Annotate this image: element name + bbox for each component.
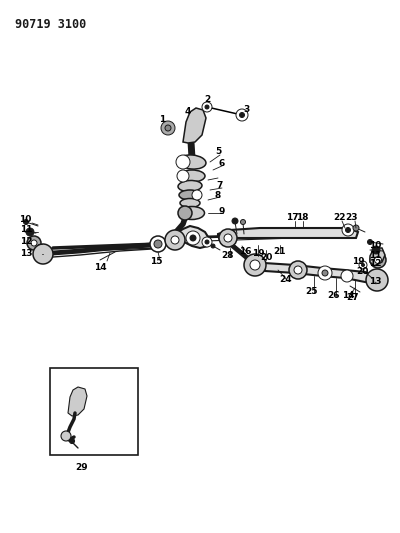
Polygon shape bbox=[218, 228, 358, 240]
Ellipse shape bbox=[180, 198, 200, 207]
Circle shape bbox=[31, 240, 37, 246]
Text: 15: 15 bbox=[150, 257, 162, 266]
Circle shape bbox=[61, 431, 71, 441]
Circle shape bbox=[171, 236, 179, 244]
Text: 10: 10 bbox=[19, 215, 31, 224]
Text: 28: 28 bbox=[222, 251, 234, 260]
Text: 16: 16 bbox=[239, 247, 251, 256]
Text: 27: 27 bbox=[347, 294, 359, 303]
Polygon shape bbox=[183, 108, 206, 143]
Text: 12: 12 bbox=[20, 238, 32, 246]
Ellipse shape bbox=[178, 181, 202, 191]
Circle shape bbox=[240, 112, 244, 117]
Circle shape bbox=[161, 121, 175, 135]
Circle shape bbox=[176, 155, 190, 169]
Text: 3: 3 bbox=[244, 106, 250, 115]
Circle shape bbox=[372, 246, 380, 254]
Text: 1: 1 bbox=[159, 116, 165, 125]
Circle shape bbox=[236, 109, 248, 121]
Circle shape bbox=[362, 263, 364, 266]
Circle shape bbox=[211, 244, 215, 248]
Text: 20: 20 bbox=[260, 254, 272, 262]
Circle shape bbox=[353, 225, 359, 231]
Circle shape bbox=[33, 244, 53, 264]
Circle shape bbox=[289, 261, 307, 279]
Ellipse shape bbox=[179, 190, 201, 200]
Circle shape bbox=[186, 231, 200, 245]
Circle shape bbox=[150, 236, 166, 252]
Circle shape bbox=[70, 439, 74, 443]
Circle shape bbox=[177, 170, 189, 182]
Circle shape bbox=[359, 261, 367, 269]
Text: 22: 22 bbox=[334, 214, 346, 222]
Text: 19: 19 bbox=[252, 248, 264, 257]
Polygon shape bbox=[170, 226, 210, 248]
Circle shape bbox=[318, 266, 332, 280]
Circle shape bbox=[346, 228, 350, 232]
Circle shape bbox=[240, 220, 246, 224]
Circle shape bbox=[24, 220, 28, 224]
Circle shape bbox=[219, 229, 237, 247]
Polygon shape bbox=[370, 248, 385, 266]
Circle shape bbox=[224, 234, 232, 242]
Ellipse shape bbox=[178, 155, 206, 169]
Text: 13: 13 bbox=[20, 249, 32, 259]
Text: 17: 17 bbox=[286, 214, 298, 222]
Circle shape bbox=[232, 218, 238, 224]
Circle shape bbox=[205, 240, 209, 244]
Circle shape bbox=[154, 240, 162, 248]
Circle shape bbox=[192, 190, 202, 200]
Text: 14: 14 bbox=[94, 263, 106, 272]
Circle shape bbox=[27, 236, 41, 250]
Text: 23: 23 bbox=[346, 214, 358, 222]
Circle shape bbox=[370, 252, 386, 268]
Text: 10: 10 bbox=[369, 241, 381, 251]
Circle shape bbox=[342, 224, 354, 236]
Text: 18: 18 bbox=[296, 214, 308, 222]
Text: 8: 8 bbox=[215, 191, 221, 200]
Circle shape bbox=[322, 270, 328, 276]
Text: 6: 6 bbox=[219, 159, 225, 168]
Text: 7: 7 bbox=[217, 182, 223, 190]
Polygon shape bbox=[264, 263, 380, 283]
Circle shape bbox=[202, 102, 212, 112]
Text: 19: 19 bbox=[352, 257, 364, 266]
Circle shape bbox=[26, 228, 34, 236]
Circle shape bbox=[165, 125, 171, 131]
Circle shape bbox=[202, 237, 212, 247]
Bar bbox=[50, 368, 138, 455]
Text: 24: 24 bbox=[280, 276, 292, 285]
Text: 29: 29 bbox=[76, 464, 88, 472]
Circle shape bbox=[205, 105, 209, 109]
Ellipse shape bbox=[180, 206, 204, 220]
Circle shape bbox=[366, 269, 388, 291]
Text: 12: 12 bbox=[369, 260, 381, 269]
Text: 4: 4 bbox=[185, 108, 191, 117]
Text: 11: 11 bbox=[369, 251, 381, 260]
Circle shape bbox=[190, 235, 196, 241]
Text: 26: 26 bbox=[328, 290, 340, 300]
Circle shape bbox=[165, 230, 185, 250]
Circle shape bbox=[250, 260, 260, 270]
Text: 9: 9 bbox=[219, 207, 225, 216]
Circle shape bbox=[368, 239, 372, 245]
Ellipse shape bbox=[179, 170, 205, 182]
Text: 90719 3100: 90719 3100 bbox=[15, 18, 86, 31]
Text: 21: 21 bbox=[274, 247, 286, 256]
Circle shape bbox=[341, 270, 353, 282]
Text: 20: 20 bbox=[356, 268, 368, 277]
Text: 25: 25 bbox=[306, 287, 318, 296]
Polygon shape bbox=[68, 387, 87, 416]
Circle shape bbox=[244, 254, 266, 276]
Text: 13: 13 bbox=[369, 278, 381, 287]
Text: 5: 5 bbox=[215, 148, 221, 157]
Circle shape bbox=[178, 206, 192, 220]
Circle shape bbox=[374, 256, 382, 263]
Text: 14: 14 bbox=[342, 290, 354, 300]
Text: 11: 11 bbox=[20, 225, 32, 235]
Text: 2: 2 bbox=[204, 94, 210, 103]
Circle shape bbox=[294, 266, 302, 274]
